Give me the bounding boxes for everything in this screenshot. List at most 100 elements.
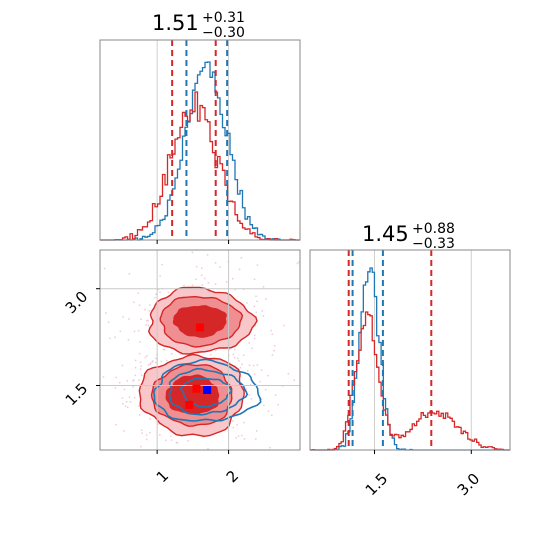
scatter-point xyxy=(255,311,258,314)
scatter-point xyxy=(145,434,148,436)
scatter-point xyxy=(245,388,248,390)
scatter-point xyxy=(273,345,276,347)
panel4-title: 1.45 +0.88 −0.33 xyxy=(362,221,455,252)
scatter-point xyxy=(138,405,140,408)
panel1-title-plus: +0.31 xyxy=(202,10,245,26)
blue-contour-2 xyxy=(179,377,233,408)
scatter-point xyxy=(214,283,217,285)
scatter-point xyxy=(146,354,148,357)
marker-3 xyxy=(203,386,212,394)
scatter-point xyxy=(134,359,137,362)
scatter-point xyxy=(274,394,277,396)
scatter-point xyxy=(141,432,143,434)
scatter-point xyxy=(259,380,261,383)
scatter-point xyxy=(219,266,221,268)
panel-bottom-right xyxy=(309,249,511,454)
scatter-point xyxy=(195,278,197,281)
scatter-point xyxy=(236,424,238,426)
scatter-point xyxy=(128,273,131,275)
scatter-point xyxy=(183,284,185,287)
scatter-point xyxy=(170,439,173,441)
scatter-point xyxy=(239,366,242,369)
scatter-point xyxy=(240,256,243,259)
scatter-point xyxy=(267,410,270,412)
scatter-point xyxy=(126,406,129,409)
scatter-point xyxy=(256,364,259,366)
scatter-point xyxy=(140,445,142,448)
scatter-point xyxy=(175,441,178,444)
scatter-point xyxy=(273,349,275,352)
scatter-point xyxy=(235,437,238,439)
scatter-point xyxy=(187,440,189,442)
scatter-point xyxy=(231,277,234,280)
panel4-frame xyxy=(309,249,511,451)
scatter-point xyxy=(138,379,140,381)
panel4-title-plus: +0.88 xyxy=(412,221,455,237)
scatter-point xyxy=(163,349,166,351)
scatter-point xyxy=(122,316,124,318)
scatter-point xyxy=(132,386,134,388)
scatter-point xyxy=(124,405,127,407)
scatter-point xyxy=(127,339,130,341)
scatter-point xyxy=(246,369,249,372)
scatter-point xyxy=(256,264,259,266)
scatter-point xyxy=(253,305,256,308)
scatter-point xyxy=(134,366,137,369)
scatter-point xyxy=(149,363,151,366)
scatter-point xyxy=(234,413,236,416)
scatter-point xyxy=(162,348,165,351)
scatter-point xyxy=(255,430,258,432)
panel3-x-tick-labels: 1 2 xyxy=(153,467,242,486)
scatter-point xyxy=(145,320,148,322)
scatter-point xyxy=(159,275,161,277)
scatter-point xyxy=(129,401,132,403)
scatter-point xyxy=(144,308,146,311)
scatter-point xyxy=(119,330,122,333)
scatter-point xyxy=(262,286,265,288)
scatter-point xyxy=(271,414,273,416)
scatter-point xyxy=(263,404,265,407)
scatter-point xyxy=(271,354,274,356)
scatter-point xyxy=(132,379,135,381)
scatter-point xyxy=(256,300,258,303)
scatter-point xyxy=(140,374,143,376)
scatter-point xyxy=(287,373,290,375)
scatter-point xyxy=(128,318,130,320)
scatter-point xyxy=(170,353,173,355)
scatter-point xyxy=(138,352,141,355)
scatter-point xyxy=(253,278,256,281)
scatter-point xyxy=(260,369,263,371)
scatter-point xyxy=(159,434,161,436)
scatter-point xyxy=(133,330,136,333)
scatter-point xyxy=(149,417,151,420)
scatter-point xyxy=(170,435,172,438)
scatter-point xyxy=(149,304,151,306)
scatter-point xyxy=(166,359,168,362)
scatter-point xyxy=(147,324,150,327)
scatter-point xyxy=(167,291,170,294)
scatter-point xyxy=(139,361,142,364)
scatter-point xyxy=(248,342,250,344)
scatter-point xyxy=(252,364,255,367)
scatter-point xyxy=(229,362,231,365)
scatter-point xyxy=(139,341,141,343)
scatter-point xyxy=(253,334,256,337)
scatter-point xyxy=(269,446,271,449)
scatter-point xyxy=(176,442,179,444)
scatter-point xyxy=(114,387,117,389)
panel1-title: 1.51 +0.31 −0.30 xyxy=(152,10,245,41)
scatter-point xyxy=(165,439,167,442)
scatter-point xyxy=(157,288,160,291)
scatter-point xyxy=(253,337,256,340)
scatter-point xyxy=(296,262,299,265)
marker-0 xyxy=(196,323,204,332)
scatter-point xyxy=(254,325,257,327)
scatter-point xyxy=(238,360,240,362)
panel3-frame xyxy=(99,249,301,451)
scatter-point xyxy=(191,251,194,254)
scatter-point xyxy=(202,436,204,438)
scatter-point xyxy=(138,414,141,416)
scatter-point xyxy=(233,356,236,359)
scatter-point xyxy=(121,397,124,399)
scatter-point xyxy=(270,329,272,332)
